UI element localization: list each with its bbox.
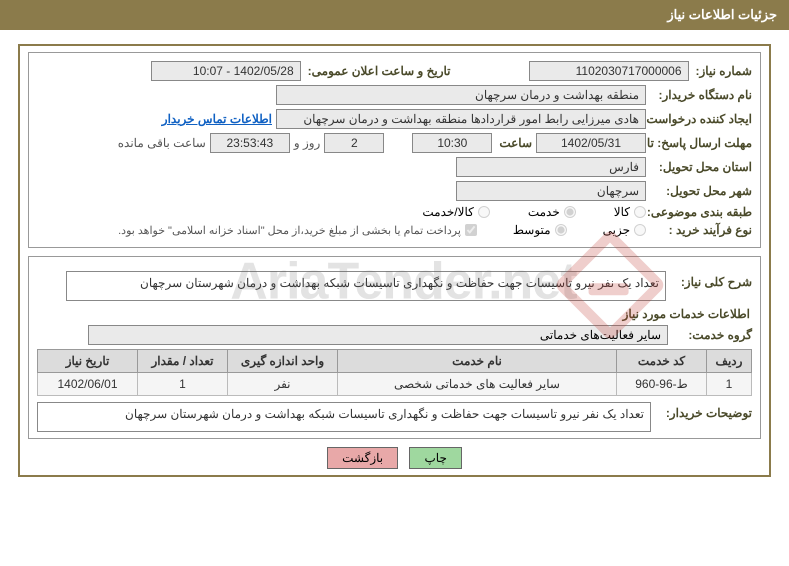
buyer-org-label: نام دستگاه خریدار: (650, 88, 752, 102)
radio-minor-label: جزیی (603, 223, 630, 237)
announce-label: تاریخ و ساعت اعلان عمومی: (305, 64, 451, 78)
time-remaining: 23:53:43 (210, 133, 290, 153)
need-no-value: 1102030717000006 (529, 61, 689, 81)
radio-both-label: کالا/خدمت (422, 205, 473, 219)
td-name: سایر فعالیت های خدماتی شخصی (338, 373, 617, 396)
need-desc-box: تعداد یک نفر نیرو تاسیسات جهت حفاظت و نگ… (66, 271, 666, 301)
th-name: نام خدمت (338, 350, 617, 373)
city-value: سرچهان (456, 181, 646, 201)
radio-medium[interactable]: متوسط (513, 223, 567, 237)
deadline-label: مهلت ارسال پاسخ: تا تاریخ: (650, 136, 752, 150)
province-label: استان محل تحویل: (650, 160, 752, 174)
deadline-date: 1402/05/31 (536, 133, 646, 153)
province-value: فارس (456, 157, 646, 177)
button-row: چاپ بازگشت (28, 447, 761, 469)
th-code: کد خدمت (617, 350, 707, 373)
buyer-notes-text: تعداد یک نفر نیرو تاسیسات جهت حفاظت و نگ… (125, 407, 644, 421)
page-header: جزئیات اطلاعات نیاز (0, 0, 789, 30)
radio-both-input[interactable] (478, 206, 490, 218)
td-unit: نفر (228, 373, 338, 396)
radio-medium-label: متوسط (513, 223, 551, 237)
service-group-value: سایر فعالیت‌های خدماتی (88, 325, 668, 345)
radio-goods-input[interactable] (634, 206, 646, 218)
radio-goods-label: کالا (614, 205, 630, 219)
radio-service-input[interactable] (564, 206, 576, 218)
process-label: نوع فرآیند خرید : (650, 223, 752, 237)
table-header-row: ردیف کد خدمت نام خدمت واحد اندازه گیری ت… (38, 350, 752, 373)
days-remaining: 2 (324, 133, 384, 153)
radio-service[interactable]: خدمت (528, 205, 576, 219)
services-title: اطلاعات خدمات مورد نیاز (39, 307, 750, 321)
deadline-time: 10:30 (412, 133, 492, 153)
back-button[interactable]: بازگشت (327, 447, 398, 469)
buyer-notes-label: توضیحات خریدار: (657, 402, 752, 420)
need-desc-label: شرح کلی نیاز: (672, 271, 752, 289)
info-fieldset: شماره نیاز: 1102030717000006 تاریخ و ساع… (28, 52, 761, 248)
td-row: 1 (707, 373, 752, 396)
contact-link[interactable]: اطلاعات تماس خریدار (162, 112, 272, 126)
checkbox-payment-input[interactable] (465, 224, 477, 236)
radio-medium-input[interactable] (555, 224, 567, 236)
buyer-org-value: منطقه بهداشت و درمان سرچهان (276, 85, 646, 105)
table-row: 1 ط-96-960 سایر فعالیت های خدماتی شخصی ن… (38, 373, 752, 396)
td-date: 1402/06/01 (38, 373, 138, 396)
checkbox-payment[interactable]: پرداخت تمام یا بخشی از مبلغ خرید،از محل … (118, 224, 477, 237)
time-label: ساعت (496, 136, 532, 150)
remaining-text: ساعت باقی مانده (118, 136, 206, 150)
radio-minor[interactable]: جزیی (603, 223, 646, 237)
days-text: روز و (294, 136, 321, 150)
announce-value: 1402/05/28 - 10:07 (151, 61, 301, 81)
category-label: طبقه بندی موضوعی: (650, 205, 752, 219)
th-unit: واحد اندازه گیری (228, 350, 338, 373)
service-group-label: گروه خدمت: (672, 328, 752, 342)
need-no-label: شماره نیاز: (693, 64, 752, 78)
page-title: جزئیات اطلاعات نیاز (667, 7, 777, 22)
requester-label: ایجاد کننده درخواست: (650, 112, 752, 126)
th-qty: تعداد / مقدار (138, 350, 228, 373)
need-desc-text: تعداد یک نفر نیرو تاسیسات جهت حفاظت و نگ… (140, 276, 659, 290)
services-table: ردیف کد خدمت نام خدمت واحد اندازه گیری ت… (37, 349, 752, 396)
radio-minor-input[interactable] (634, 224, 646, 236)
payment-note-text: پرداخت تمام یا بخشی از مبلغ خرید،از محل … (118, 224, 461, 237)
th-date: تاریخ نیاز (38, 350, 138, 373)
th-row: ردیف (707, 350, 752, 373)
radio-both[interactable]: کالا/خدمت (422, 205, 489, 219)
main-panel: شماره نیاز: 1102030717000006 تاریخ و ساع… (18, 44, 771, 477)
td-qty: 1 (138, 373, 228, 396)
radio-service-label: خدمت (528, 205, 560, 219)
buyer-notes-box: تعداد یک نفر نیرو تاسیسات جهت حفاظت و نگ… (37, 402, 651, 432)
requester-value: هادی میرزایی رابط امور قراردادها منطقه ب… (276, 109, 646, 129)
td-code: ط-96-960 (617, 373, 707, 396)
print-button[interactable]: چاپ (409, 447, 461, 469)
radio-goods[interactable]: کالا (614, 205, 646, 219)
desc-fieldset: شرح کلی نیاز: تعداد یک نفر نیرو تاسیسات … (28, 256, 761, 439)
city-label: شهر محل تحویل: (650, 184, 752, 198)
